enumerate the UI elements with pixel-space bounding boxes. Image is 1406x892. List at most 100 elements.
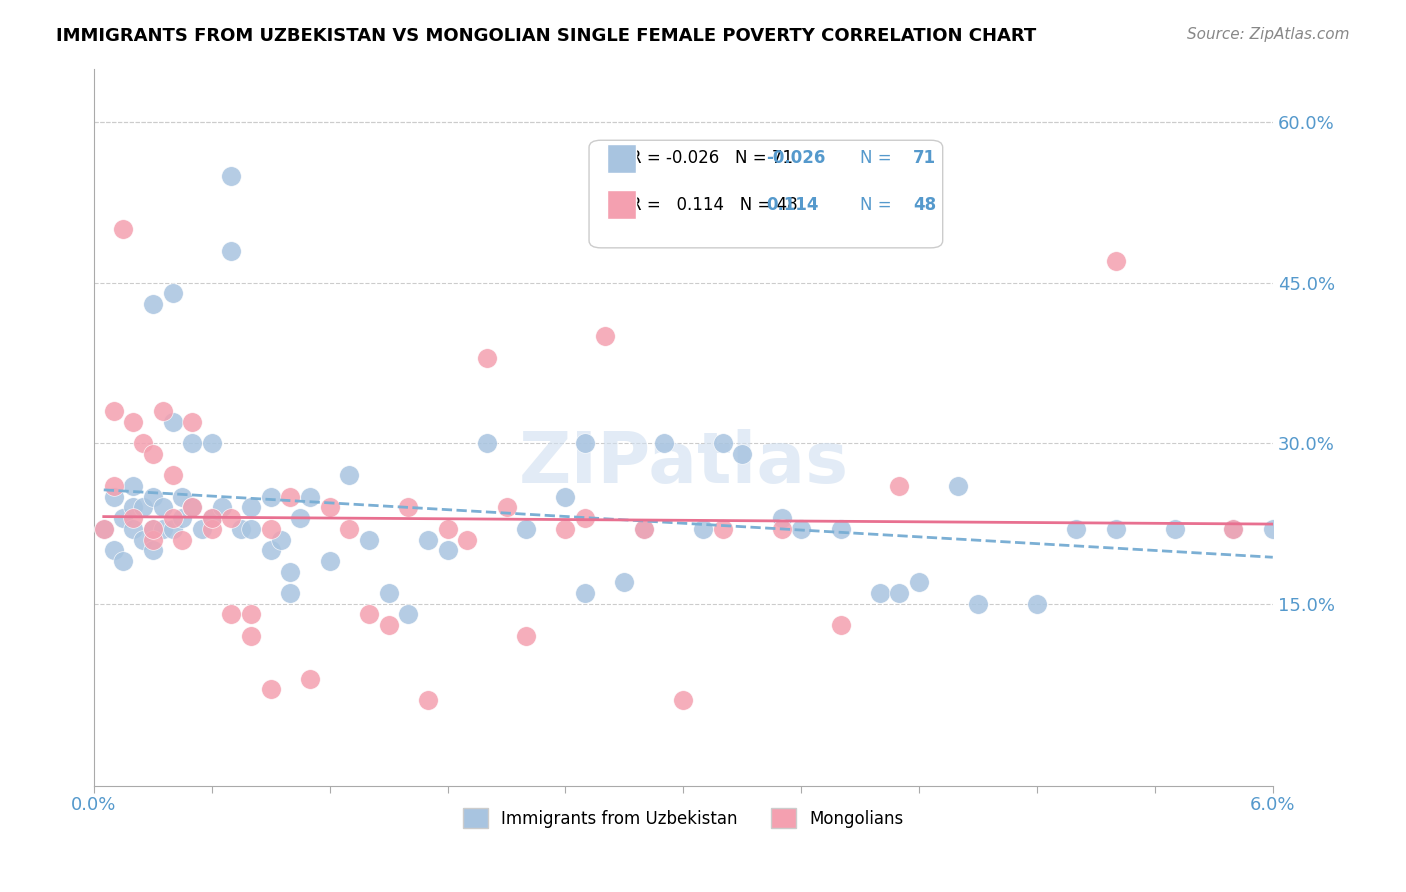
Point: [574, 436, 596, 450]
Point: [221, 511, 243, 525]
Point: [770, 522, 793, 536]
Text: -0.026: -0.026: [766, 149, 825, 167]
Point: [112, 222, 135, 236]
Text: 71: 71: [914, 149, 936, 167]
Point: [790, 522, 813, 536]
Point: [889, 479, 911, 493]
Point: [280, 490, 302, 504]
Point: [201, 511, 224, 525]
Point: [711, 522, 734, 536]
Point: [436, 543, 458, 558]
Point: [1066, 522, 1088, 536]
Point: [889, 586, 911, 600]
Point: [181, 436, 204, 450]
Legend: Immigrants from Uzbekistan, Mongolians: Immigrants from Uzbekistan, Mongolians: [457, 801, 911, 835]
Point: [142, 522, 165, 536]
Point: [93, 522, 115, 536]
Point: [436, 522, 458, 536]
Point: [152, 404, 174, 418]
Point: [396, 607, 419, 622]
Point: [416, 533, 439, 547]
Point: [770, 511, 793, 525]
Point: [181, 500, 204, 515]
Point: [240, 607, 263, 622]
Point: [613, 575, 636, 590]
Point: [456, 533, 478, 547]
Point: [1104, 522, 1126, 536]
Point: [652, 436, 675, 450]
Text: IMMIGRANTS FROM UZBEKISTAN VS MONGOLIAN SINGLE FEMALE POVERTY CORRELATION CHART: IMMIGRANTS FROM UZBEKISTAN VS MONGOLIAN …: [56, 27, 1036, 45]
Point: [221, 607, 243, 622]
Point: [280, 565, 302, 579]
Point: [240, 500, 263, 515]
Point: [172, 490, 194, 504]
Point: [221, 169, 243, 183]
Point: [1261, 522, 1284, 536]
Point: [515, 629, 537, 643]
Point: [948, 479, 970, 493]
Point: [103, 404, 125, 418]
Point: [633, 522, 655, 536]
Point: [357, 533, 380, 547]
Point: [967, 597, 990, 611]
Point: [1163, 522, 1185, 536]
Point: [337, 522, 360, 536]
Point: [132, 533, 155, 547]
Point: [633, 522, 655, 536]
Point: [201, 436, 224, 450]
Point: [132, 500, 155, 515]
Point: [731, 447, 754, 461]
Point: [172, 533, 194, 547]
Point: [142, 543, 165, 558]
Point: [201, 522, 224, 536]
Text: N =: N =: [860, 196, 891, 214]
Point: [692, 522, 714, 536]
Point: [240, 522, 263, 536]
Point: [711, 436, 734, 450]
Point: [152, 500, 174, 515]
Point: [574, 511, 596, 525]
Point: [122, 479, 145, 493]
Point: [260, 543, 283, 558]
Point: [593, 329, 616, 343]
Text: R =   0.114   N = 48: R = 0.114 N = 48: [630, 196, 799, 214]
Point: [1222, 522, 1244, 536]
Point: [290, 511, 312, 525]
FancyBboxPatch shape: [607, 191, 636, 219]
Point: [211, 500, 233, 515]
FancyBboxPatch shape: [607, 144, 636, 172]
Point: [554, 490, 576, 504]
Text: R = -0.026   N = 71: R = -0.026 N = 71: [630, 149, 793, 167]
Point: [357, 607, 380, 622]
Point: [142, 490, 165, 504]
Text: 48: 48: [914, 196, 936, 214]
FancyBboxPatch shape: [589, 140, 942, 248]
Point: [122, 522, 145, 536]
Text: 6.0%: 6.0%: [1250, 797, 1295, 814]
Point: [201, 511, 224, 525]
Point: [830, 618, 852, 632]
Point: [260, 522, 283, 536]
Point: [475, 436, 498, 450]
Point: [162, 286, 184, 301]
Text: 0.0%: 0.0%: [72, 797, 117, 814]
Point: [122, 511, 145, 525]
Point: [260, 682, 283, 697]
Point: [554, 522, 576, 536]
Point: [93, 522, 115, 536]
Point: [495, 500, 517, 515]
Point: [132, 436, 155, 450]
Point: [172, 511, 194, 525]
Point: [416, 693, 439, 707]
Point: [240, 629, 263, 643]
Point: [377, 586, 399, 600]
Point: [231, 522, 253, 536]
Point: [142, 297, 165, 311]
Point: [270, 533, 292, 547]
Point: [1104, 254, 1126, 268]
Point: [142, 522, 165, 536]
Point: [337, 468, 360, 483]
Point: [162, 468, 184, 483]
Text: N =: N =: [860, 149, 891, 167]
Text: ZIPatlas: ZIPatlas: [519, 428, 848, 498]
